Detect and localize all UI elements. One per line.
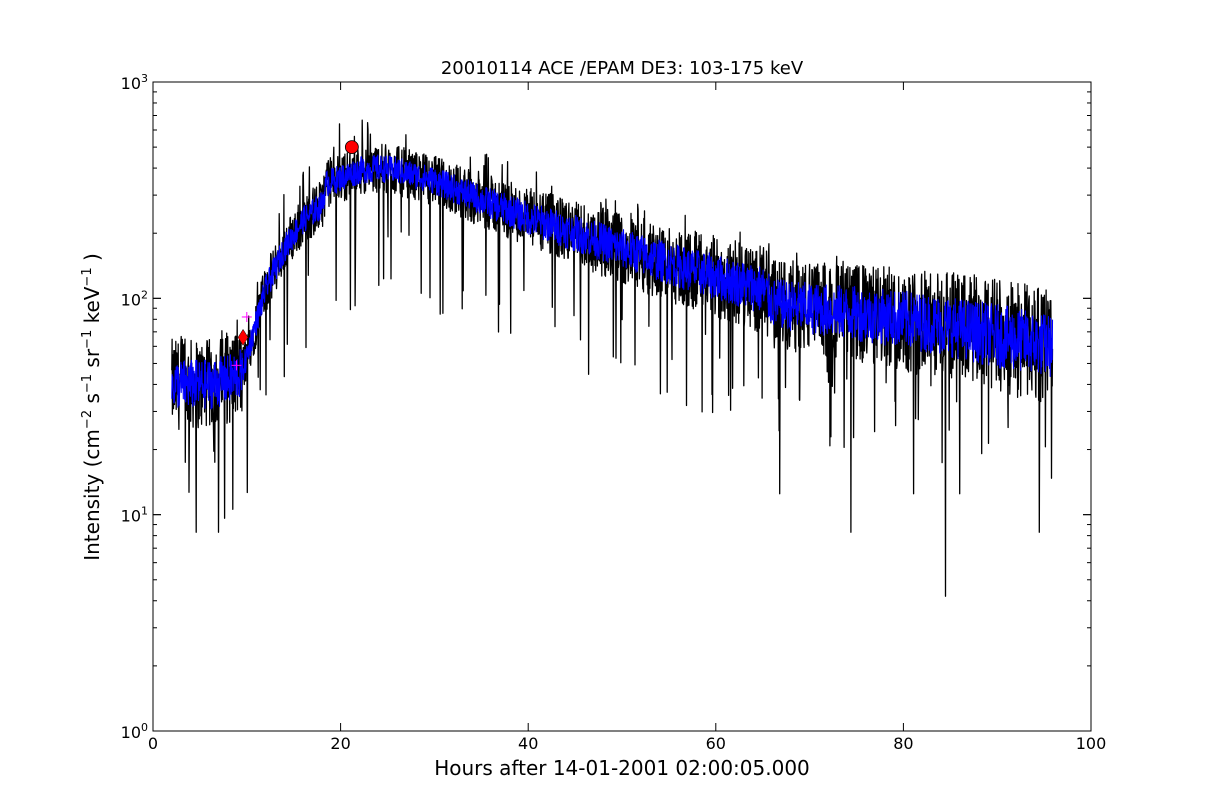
y-axis-label-exponent: −2	[80, 410, 95, 429]
y-axis-label-part: Intensity (cm	[80, 429, 104, 561]
plus-marker	[231, 360, 242, 371]
onset-marker	[237, 328, 249, 346]
tick-layer	[152, 81, 1092, 732]
x-tick-label: 60	[706, 734, 726, 753]
y-axis-label-part: s	[80, 393, 104, 410]
series-line-smoothed	[171, 154, 1054, 410]
y-tick-label: 103	[121, 72, 148, 93]
marker-layer	[231, 140, 359, 371]
y-axis-label-exponent: −1	[80, 330, 95, 349]
y-axis-label: Intensity (cm−2 s−1 sr−1 keV−1 )	[80, 253, 104, 561]
y-axis-label-exponent: −1	[80, 267, 95, 286]
y-tick-label: 100	[121, 721, 148, 742]
y-axis-label-part: sr	[80, 348, 104, 374]
x-tick-label: 40	[518, 734, 538, 753]
x-tick-label: 0	[148, 734, 158, 753]
x-tick-label: 80	[893, 734, 913, 753]
y-tick-label: 102	[121, 288, 148, 309]
y-axis-label-exponent: −1	[80, 374, 95, 393]
x-tick-label: 100	[1076, 734, 1107, 753]
y-tick-label: 101	[121, 505, 148, 526]
y-axis-label-part: keV	[80, 286, 104, 330]
peak-marker	[344, 140, 359, 155]
x-axis-label: Hours after 14-01-2001 02:00:05.000	[434, 756, 810, 780]
y-tick-labels: 100 101 102 103	[121, 72, 148, 742]
plus-marker	[241, 311, 252, 322]
chart-title: 20010114 ACE /EPAM DE3: 103-175 keV	[441, 58, 804, 79]
series-layer	[171, 119, 1054, 597]
plot-frame	[152, 81, 1092, 732]
y-axis-label-part: )	[80, 253, 104, 267]
x-tick-labels: 0 20 40 60 80 100	[148, 734, 1106, 753]
plot-area	[153, 82, 1091, 731]
x-tick-label: 20	[330, 734, 350, 753]
